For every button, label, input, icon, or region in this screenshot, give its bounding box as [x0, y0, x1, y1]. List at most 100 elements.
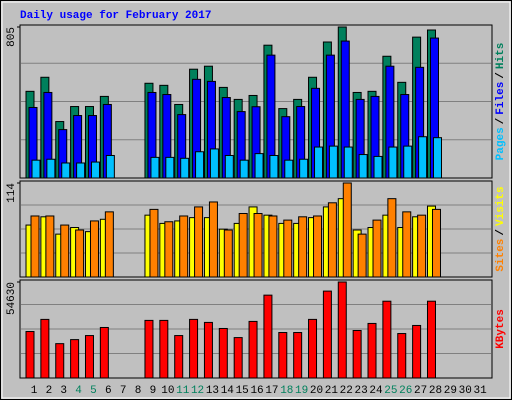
- x-tick-label: 15: [236, 385, 249, 397]
- bar: [342, 182, 352, 278]
- x-tick-label: 26: [399, 385, 412, 397]
- legend-entry: Files: [495, 82, 507, 115]
- bar: [431, 208, 441, 278]
- bar: [208, 201, 218, 278]
- bar: [284, 159, 294, 179]
- chart-title: Daily usage for February 2017: [20, 10, 211, 22]
- bar: [165, 156, 175, 179]
- bar: [283, 219, 293, 278]
- y-tick-label: 805: [6, 27, 18, 47]
- bar: [382, 300, 392, 379]
- legend-entry: Pages: [495, 127, 507, 160]
- y-tick-label: 54630: [6, 282, 18, 315]
- bar: [327, 202, 337, 278]
- series-legend: Sites / Visits: [495, 186, 507, 271]
- bar: [328, 145, 338, 179]
- bar: [31, 159, 41, 179]
- bar: [70, 339, 80, 379]
- x-tick-label: 6: [105, 385, 112, 397]
- legend-separator: /: [495, 229, 507, 236]
- bar: [417, 214, 427, 278]
- x-tick-label: 16: [250, 385, 263, 397]
- x-tick-label: 20: [310, 385, 323, 397]
- bar: [46, 158, 56, 179]
- bar: [263, 294, 273, 379]
- bar: [313, 215, 323, 278]
- bar: [253, 213, 263, 278]
- bar: [179, 215, 189, 278]
- legend-separator: /: [495, 72, 507, 79]
- bar: [238, 213, 248, 278]
- x-tick-label: 24: [369, 385, 383, 397]
- x-tick-label: 12: [191, 385, 204, 397]
- bar: [298, 216, 308, 278]
- bar: [30, 215, 40, 278]
- bar: [40, 318, 50, 379]
- x-tick-label: 19: [295, 385, 308, 397]
- x-tick-label: 11: [176, 385, 190, 397]
- bar: [224, 154, 234, 179]
- y-tick-label: 114: [6, 183, 18, 203]
- x-tick-label: 18: [280, 385, 293, 397]
- bar: [357, 233, 367, 278]
- bar: [55, 343, 65, 379]
- series-legend: Pages / Files / Hits: [495, 43, 507, 161]
- bar: [314, 146, 324, 179]
- bar: [105, 154, 115, 179]
- bar: [402, 211, 412, 278]
- bar: [149, 208, 159, 278]
- bar: [322, 290, 332, 379]
- bar: [195, 151, 205, 179]
- bar: [233, 337, 243, 379]
- bar: [412, 324, 422, 379]
- bar: [308, 318, 318, 379]
- bar: [403, 145, 413, 179]
- x-tick-label: 8: [135, 385, 142, 397]
- bar: [203, 321, 213, 379]
- bar: [104, 211, 114, 278]
- bar: [432, 137, 442, 179]
- bar: [60, 224, 70, 278]
- bar: [180, 157, 190, 179]
- bar: [358, 154, 368, 179]
- bar: [89, 220, 99, 278]
- bar: [194, 206, 204, 278]
- x-tick-label: 14: [221, 385, 235, 397]
- bar: [293, 332, 303, 379]
- bar: [269, 154, 279, 179]
- bar: [150, 156, 160, 179]
- x-tick-label: 9: [150, 385, 157, 397]
- x-tick-label: 25: [384, 385, 397, 397]
- bar: [426, 300, 436, 379]
- bar: [45, 215, 55, 278]
- x-tick-label: 13: [206, 385, 219, 397]
- bar: [164, 221, 174, 278]
- x-tick-label: 7: [120, 385, 127, 397]
- x-tick-label: 30: [459, 385, 472, 397]
- bar: [25, 331, 35, 379]
- x-tick-label: 22: [340, 385, 353, 397]
- bar: [75, 229, 85, 278]
- bar: [372, 219, 382, 278]
- bar: [418, 136, 428, 179]
- x-tick-label: 17: [265, 385, 278, 397]
- legend-entry: Visits: [495, 186, 507, 226]
- bar: [367, 322, 377, 379]
- bar: [248, 320, 258, 379]
- bar: [61, 162, 71, 179]
- bar: [223, 229, 233, 278]
- bar: [76, 162, 86, 179]
- bar: [373, 155, 383, 179]
- bar: [337, 281, 347, 379]
- bar: [174, 335, 184, 379]
- legend-entry: KBytes: [495, 309, 507, 349]
- x-tick-label: 27: [414, 385, 427, 397]
- x-tick-label: 4: [75, 385, 82, 397]
- x-tick-label: 3: [60, 385, 67, 397]
- bar: [99, 326, 109, 379]
- bar: [90, 161, 100, 179]
- legend-separator: /: [495, 117, 507, 124]
- bar: [144, 319, 154, 379]
